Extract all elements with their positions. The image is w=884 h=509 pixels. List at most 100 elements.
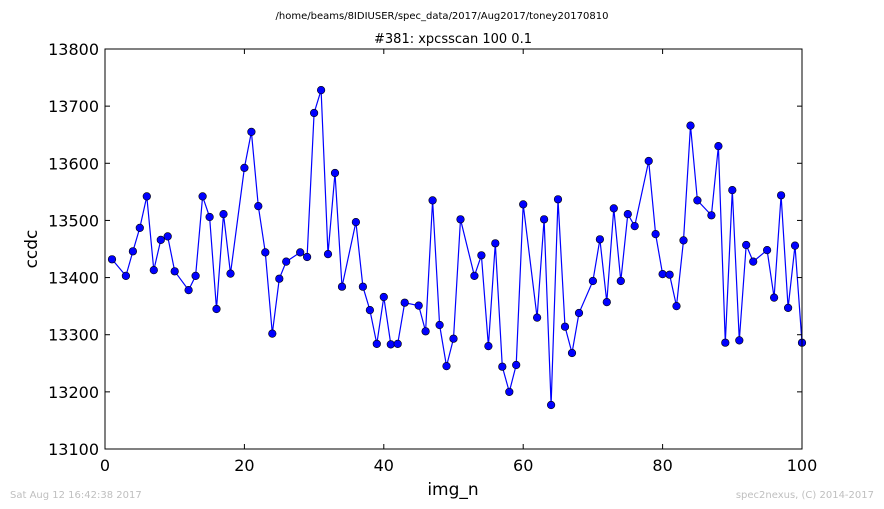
data-point bbox=[651, 230, 660, 239]
data-point bbox=[428, 196, 437, 205]
data-point bbox=[323, 250, 333, 259]
data-point bbox=[372, 339, 381, 349]
x-axis-label: img_n bbox=[427, 480, 478, 500]
data-point bbox=[435, 320, 444, 330]
x-tick-label: 20 bbox=[234, 456, 254, 475]
data-point bbox=[560, 322, 570, 331]
data-point bbox=[330, 168, 340, 178]
y-tick-label: 13300 bbox=[48, 326, 99, 345]
data-point bbox=[630, 222, 639, 231]
data-point bbox=[616, 276, 625, 286]
y-tick-label: 13600 bbox=[48, 154, 99, 173]
data-point bbox=[728, 186, 737, 195]
data-point bbox=[191, 271, 200, 281]
data-point bbox=[310, 108, 319, 118]
data-point bbox=[735, 336, 744, 345]
data-point bbox=[142, 192, 151, 201]
data-point bbox=[470, 271, 479, 281]
y-tick-label: 13200 bbox=[48, 383, 99, 402]
data-point bbox=[400, 298, 409, 307]
data-point bbox=[498, 362, 507, 371]
footer-timestamp: Sat Aug 12 16:42:38 2017 bbox=[10, 490, 142, 501]
data-point bbox=[658, 270, 667, 279]
y-tick-label: 13100 bbox=[48, 440, 99, 459]
data-point bbox=[198, 192, 207, 201]
data-point bbox=[602, 298, 611, 307]
data-point bbox=[442, 362, 451, 371]
data-point bbox=[742, 240, 751, 250]
data-point bbox=[261, 248, 270, 257]
data-point bbox=[226, 269, 235, 278]
data-point bbox=[672, 302, 681, 311]
x-tick-label: 100 bbox=[787, 456, 818, 475]
data-point bbox=[128, 247, 137, 256]
data-point bbox=[456, 215, 465, 224]
x-tick-label: 80 bbox=[652, 456, 672, 475]
data-point bbox=[532, 313, 542, 322]
data-point bbox=[512, 360, 521, 370]
data-point bbox=[386, 340, 395, 349]
data-point bbox=[282, 257, 291, 266]
data-point bbox=[393, 339, 402, 349]
data-point bbox=[762, 246, 772, 255]
data-point bbox=[783, 303, 793, 313]
data-point bbox=[247, 127, 256, 136]
y-tick-label: 13800 bbox=[48, 40, 99, 59]
data-point bbox=[121, 271, 130, 281]
data-point bbox=[254, 202, 263, 211]
y-axis-label: ccdc bbox=[22, 230, 42, 269]
data-point bbox=[163, 232, 172, 241]
data-point bbox=[303, 252, 312, 262]
data-point bbox=[351, 218, 361, 227]
data-point bbox=[721, 338, 730, 347]
data-point bbox=[379, 292, 388, 302]
data-point bbox=[219, 210, 228, 219]
data-point bbox=[107, 255, 117, 264]
x-tick-label: 40 bbox=[374, 456, 394, 475]
data-point bbox=[156, 235, 165, 244]
data-point bbox=[149, 266, 158, 275]
data-point bbox=[693, 196, 702, 205]
data-point bbox=[184, 286, 193, 295]
data-point bbox=[484, 342, 493, 351]
plot-frame bbox=[104, 48, 803, 450]
data-point bbox=[449, 334, 458, 343]
x-tick-label: 60 bbox=[513, 456, 533, 475]
axis-ticks: 0 20 40 60 80 100 13100 13200 13300 13400 13500 136… bbox=[48, 40, 817, 475]
data-point bbox=[337, 282, 347, 291]
data-point bbox=[358, 282, 368, 291]
footer-credit: spec2nexus, (C) 2014-2017 bbox=[736, 490, 874, 501]
data-point bbox=[546, 400, 556, 410]
data-point bbox=[170, 267, 179, 276]
data-point bbox=[776, 191, 786, 200]
chart-title: #381: xpcsscan 100 0.1 bbox=[374, 32, 532, 47]
data-point bbox=[477, 251, 486, 260]
data-point bbox=[317, 85, 326, 95]
data-point bbox=[539, 215, 549, 224]
data-point bbox=[421, 327, 430, 336]
y-tick-label: 13400 bbox=[48, 269, 99, 288]
data-point bbox=[790, 241, 800, 250]
data-point bbox=[644, 156, 653, 166]
data-point bbox=[491, 239, 500, 248]
data-point bbox=[212, 304, 221, 314]
data-point bbox=[365, 306, 375, 315]
data-point bbox=[519, 200, 528, 209]
data-point bbox=[588, 276, 598, 286]
y-tick-label: 13700 bbox=[48, 97, 99, 116]
data-point bbox=[714, 142, 723, 151]
data-point bbox=[275, 274, 284, 283]
data-point bbox=[595, 235, 605, 244]
data-point bbox=[553, 195, 563, 204]
data-point bbox=[686, 121, 695, 130]
data-point bbox=[623, 210, 632, 219]
data-point bbox=[749, 257, 758, 266]
data-point bbox=[567, 348, 577, 358]
data-point bbox=[205, 212, 214, 222]
data-point bbox=[268, 329, 277, 338]
chart-suptitle: /home/beams/8IDIUSER/spec_data/2017/Aug2… bbox=[276, 11, 609, 22]
x-tick-label: 0 bbox=[100, 456, 110, 475]
data-point bbox=[665, 270, 674, 279]
series-line bbox=[111, 89, 803, 406]
